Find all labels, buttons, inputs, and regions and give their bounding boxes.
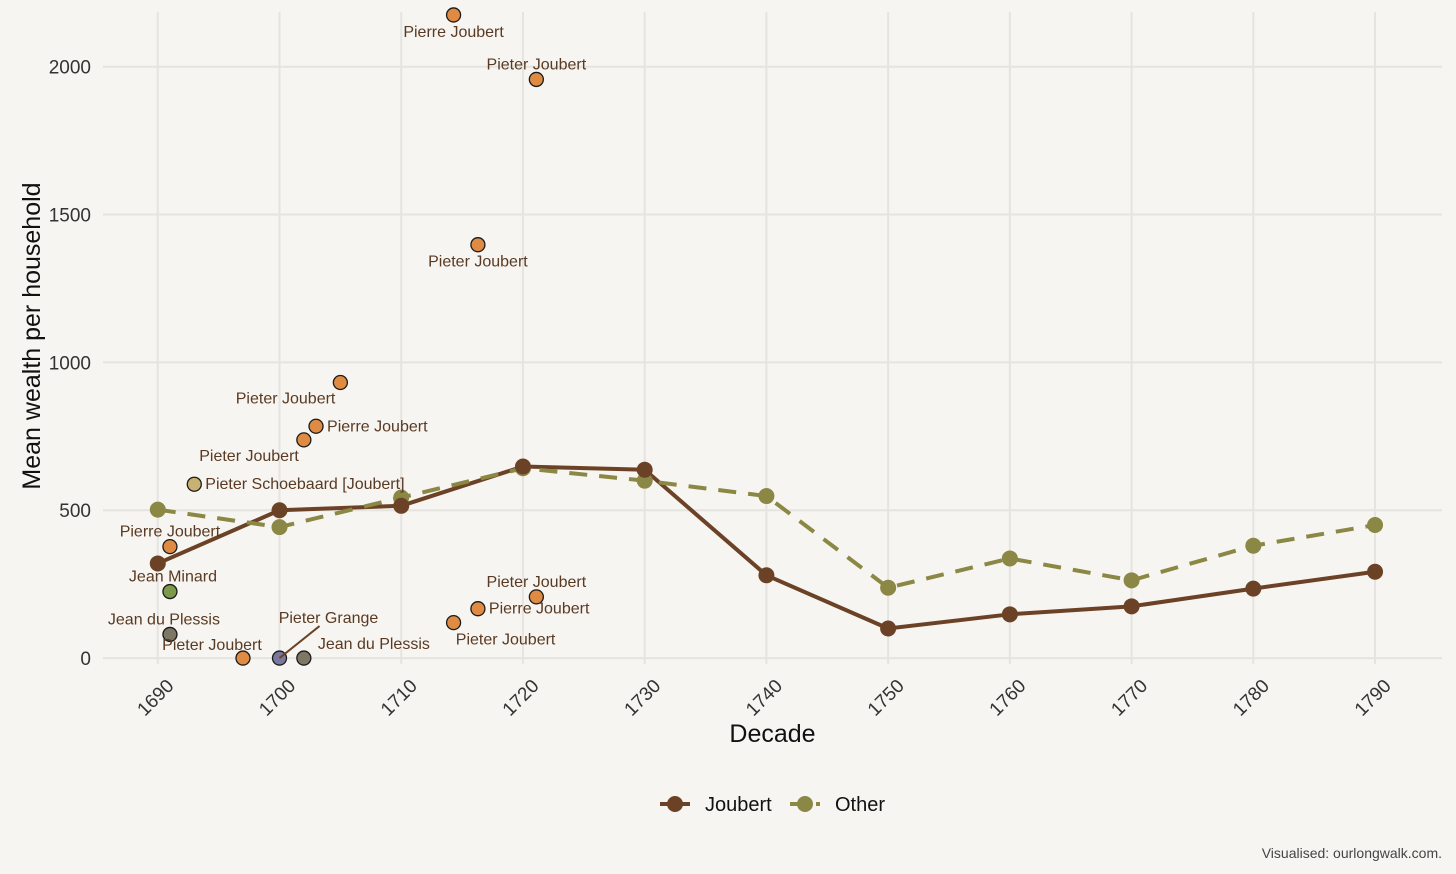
x-tick-label: 1720 xyxy=(499,676,544,721)
x-tick-label: 1750 xyxy=(864,676,909,721)
individual-point xyxy=(296,650,312,666)
point-label: Pierre Joubert xyxy=(120,524,221,541)
series-point-joubert xyxy=(514,458,531,475)
individual-point xyxy=(162,626,178,643)
point-label: Pieter Joubert xyxy=(162,637,262,654)
individual-point xyxy=(162,583,178,600)
series-point-other xyxy=(1245,537,1262,554)
x-tick-label: 1700 xyxy=(255,676,300,721)
y-axis-title: Mean wealth per household xyxy=(18,182,46,489)
series-point-joubert xyxy=(1001,606,1018,623)
x-tick-label: 1730 xyxy=(621,676,666,721)
series-point-other xyxy=(1367,517,1384,534)
point-labels: Pierre Joubert Pieter Joubert Pieter Joube… xyxy=(108,24,590,659)
series-point-joubert xyxy=(1123,598,1140,615)
leader-line xyxy=(278,625,321,659)
grid xyxy=(103,12,1442,664)
point-label: Jean du Plessis xyxy=(108,611,220,628)
individual-point xyxy=(162,538,178,555)
individual-points xyxy=(162,7,544,666)
y-tick-label: 500 xyxy=(59,501,91,522)
series-points xyxy=(149,458,1384,637)
individual-point xyxy=(445,614,462,631)
point-label: Pieter Joubert xyxy=(199,448,299,465)
legend-label-other: Other xyxy=(835,794,885,816)
series-point-joubert xyxy=(758,567,775,584)
point-label: Pieter Joubert xyxy=(428,254,528,271)
point-label: Pierre Joubert xyxy=(403,24,504,41)
point-label: Pieter Joubert xyxy=(487,56,587,73)
series-point-other xyxy=(1123,572,1140,589)
series-point-joubert xyxy=(1245,580,1262,597)
individual-point xyxy=(332,374,349,391)
point-label: Pieter Joubert xyxy=(487,574,587,591)
series-point-joubert xyxy=(636,461,653,478)
series-point-other xyxy=(880,579,897,596)
series-line-other xyxy=(157,466,1376,590)
series-point-other xyxy=(636,472,653,489)
series-point-other xyxy=(758,488,775,505)
series-point-joubert xyxy=(393,497,410,514)
y-tick-label: 1000 xyxy=(49,353,91,374)
x-tick-label: 1760 xyxy=(986,676,1031,721)
point-label: Pieter Schoebaard [Joubert] xyxy=(205,476,404,493)
legend: Joubert Other xyxy=(660,794,885,816)
individual-point xyxy=(470,601,486,617)
individual-point xyxy=(528,589,544,605)
x-axis-ticks: 1690 1700 1710 1720 1730 1740 1750 1760 1770 1780… xyxy=(134,676,1396,721)
legend-point-other xyxy=(797,796,813,812)
legend-label-joubert: Joubert xyxy=(705,794,772,816)
series-point-joubert xyxy=(1367,563,1384,580)
individual-point xyxy=(528,71,544,88)
individual-point xyxy=(445,7,462,23)
point-label: Jean Minard xyxy=(129,569,217,586)
series-point-other xyxy=(149,501,166,518)
x-tick-label: 1790 xyxy=(1351,676,1396,721)
point-label: Pierre Joubert xyxy=(327,418,428,435)
series-point-joubert xyxy=(149,555,166,572)
point-label: Pieter Joubert xyxy=(236,391,336,408)
x-tick-label: 1770 xyxy=(1107,676,1152,721)
y-tick-label: 1500 xyxy=(49,206,91,227)
y-tick-label: 2000 xyxy=(49,58,91,79)
point-label: Jean du Plessis xyxy=(318,636,430,653)
individual-point xyxy=(308,418,324,434)
series-point-joubert xyxy=(271,502,288,519)
x-tick-label: 1740 xyxy=(742,676,787,721)
legend-point-joubert xyxy=(667,796,683,812)
point-label: Pieter Grange xyxy=(279,610,379,627)
series-point-joubert xyxy=(880,620,897,637)
individual-point xyxy=(186,476,202,492)
x-axis-title: Decade xyxy=(729,720,815,748)
x-tick-label: 1710 xyxy=(377,676,422,721)
point-label: Pieter Joubert xyxy=(456,632,556,649)
series-point-other xyxy=(1001,550,1018,567)
x-tick-label: 1780 xyxy=(1229,676,1274,721)
individual-point xyxy=(235,650,251,666)
individual-point xyxy=(470,237,486,253)
point-label: Pierre Joubert xyxy=(489,601,590,618)
individual-point xyxy=(296,432,312,448)
series-point-other xyxy=(271,519,288,536)
caption: Visualised: ourlongwalk.com. xyxy=(1262,845,1442,861)
y-axis-ticks: 0 500 1000 1500 2000 xyxy=(49,58,91,670)
x-tick-label: 1690 xyxy=(134,676,179,721)
y-tick-label: 0 xyxy=(80,649,91,670)
